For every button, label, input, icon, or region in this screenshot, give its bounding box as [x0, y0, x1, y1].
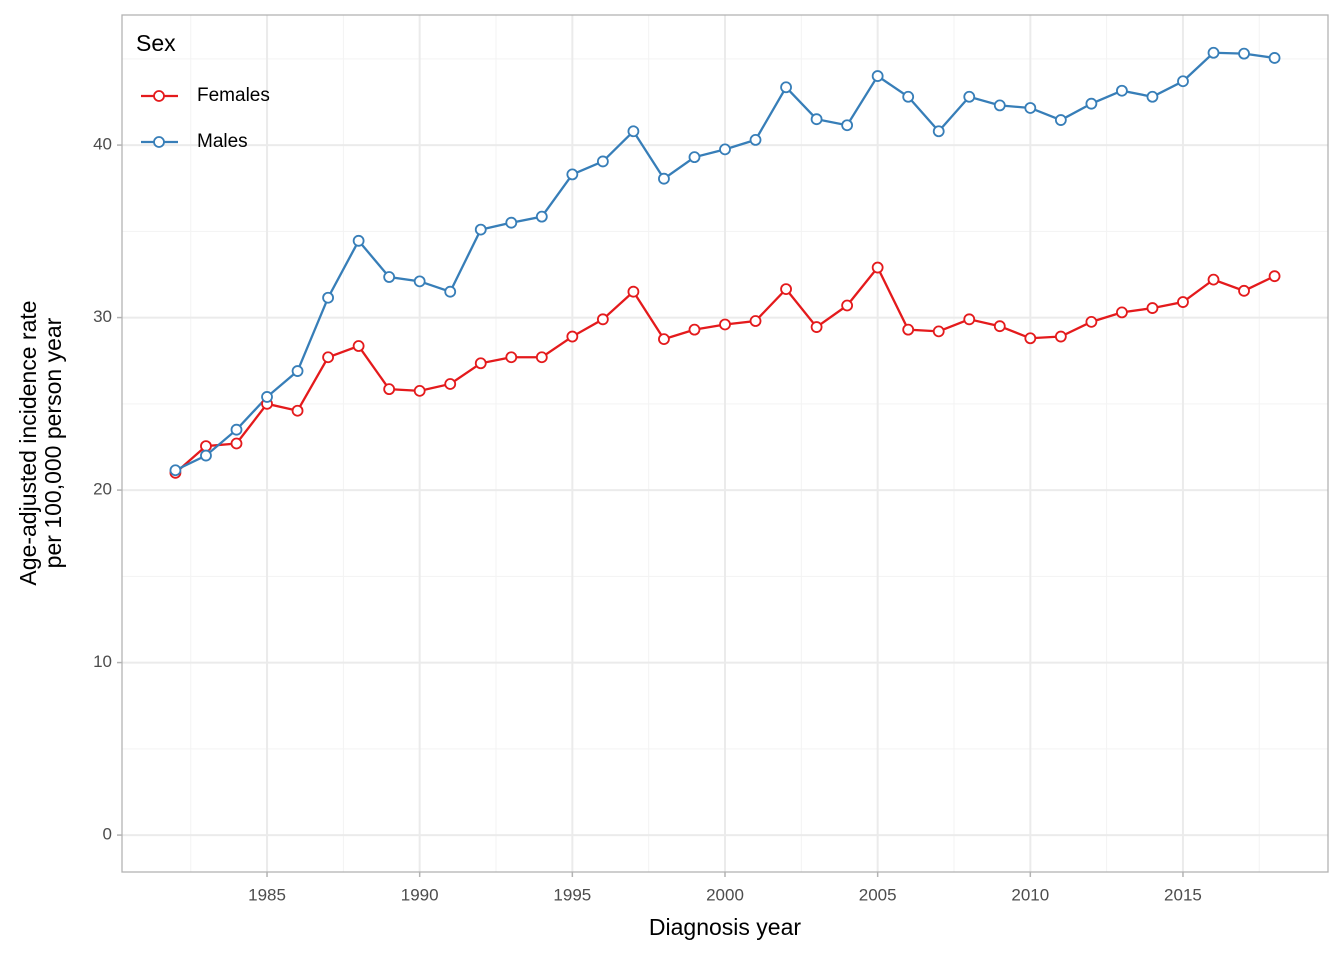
data-point [932, 325, 945, 338]
data-point [1024, 332, 1037, 345]
data-point [902, 323, 915, 336]
y-tick-label: 10 [93, 652, 112, 671]
data-point [413, 384, 426, 397]
data-point [688, 323, 701, 336]
data-point [658, 333, 670, 346]
data-point [902, 90, 915, 103]
x-tick-label: 2010 [1011, 885, 1049, 904]
data-point [780, 81, 792, 94]
data-point [1177, 75, 1189, 88]
y-tick-label: 30 [93, 307, 112, 326]
data-point [505, 351, 518, 364]
data-point [505, 216, 518, 229]
data-point [1116, 306, 1128, 319]
data-point [230, 437, 243, 450]
data-point [688, 151, 701, 164]
data-point [352, 340, 365, 352]
y-tick-label: 40 [93, 135, 112, 154]
data-point [1207, 273, 1220, 286]
data-point [566, 168, 579, 181]
legend-label: Males [197, 131, 248, 152]
data-point [1116, 84, 1128, 97]
data-point [474, 357, 487, 370]
data-point [810, 321, 823, 333]
data-point [1238, 284, 1250, 297]
data-point [1268, 52, 1281, 64]
data-point [871, 70, 884, 82]
data-point [1085, 97, 1098, 110]
data-point [1177, 296, 1189, 308]
data-point [993, 99, 1006, 112]
data-point [963, 90, 976, 103]
data-point [627, 125, 640, 138]
data-point [1024, 102, 1037, 114]
data-point [1268, 270, 1281, 283]
data-point [810, 113, 823, 126]
panel-border [121, 14, 1329, 873]
x-tick-label: 1990 [401, 885, 439, 904]
data-point [230, 423, 243, 436]
data-point [322, 351, 334, 364]
x-tick-label: 2015 [1164, 885, 1202, 904]
data-point [1085, 315, 1098, 328]
data-point [566, 330, 579, 343]
data-point [413, 275, 426, 288]
x-tick-label: 2000 [706, 885, 744, 904]
y-tick-label: 0 [103, 825, 112, 844]
data-point [596, 155, 609, 168]
data-point [841, 299, 854, 312]
data-point [963, 313, 976, 326]
x-tick-label: 1985 [248, 885, 286, 904]
y-axis-title-line: Age-adjusted incidence rate [15, 300, 41, 585]
data-point [200, 449, 212, 462]
x-tick-label: 2005 [859, 885, 897, 904]
data-point [749, 315, 762, 327]
y-axis-title: Age-adjusted incidence rate per 100,000 … [15, 300, 66, 585]
data-point [719, 318, 731, 331]
data-point [780, 283, 792, 296]
data-point [1207, 46, 1220, 59]
y-axis-title-line: per 100,000 person year [40, 317, 66, 568]
data-point [535, 351, 548, 364]
data-point [261, 391, 273, 403]
legend-title: Sex [136, 30, 176, 56]
data-point [932, 125, 945, 138]
data-point [383, 383, 396, 396]
data-point [291, 365, 304, 377]
data-point [749, 133, 762, 146]
legend-key-point [153, 136, 165, 148]
data-point [627, 285, 640, 298]
data-point [596, 313, 609, 326]
data-point [535, 210, 548, 223]
data-point [169, 464, 182, 477]
x-axis-title: Diagnosis year [649, 914, 801, 940]
data-point [719, 143, 731, 156]
data-point [1146, 302, 1159, 314]
data-point [352, 234, 365, 247]
data-point [1146, 90, 1159, 103]
legend-label: Females [197, 85, 270, 106]
data-point [200, 440, 212, 452]
data-point [383, 271, 396, 283]
y-tick-label: 20 [93, 480, 112, 499]
legend-key-point [153, 90, 165, 102]
data-point [444, 378, 457, 390]
x-tick-label: 1995 [553, 885, 591, 904]
data-point [1238, 47, 1250, 60]
data-point [993, 320, 1006, 333]
data-point [1054, 114, 1067, 126]
data-point [474, 223, 487, 236]
data-point [871, 261, 884, 274]
data-point [444, 285, 457, 298]
data-point [841, 119, 854, 132]
data-point [658, 172, 670, 185]
data-point [1054, 330, 1067, 343]
data-point [322, 291, 334, 304]
data-point [291, 404, 304, 417]
